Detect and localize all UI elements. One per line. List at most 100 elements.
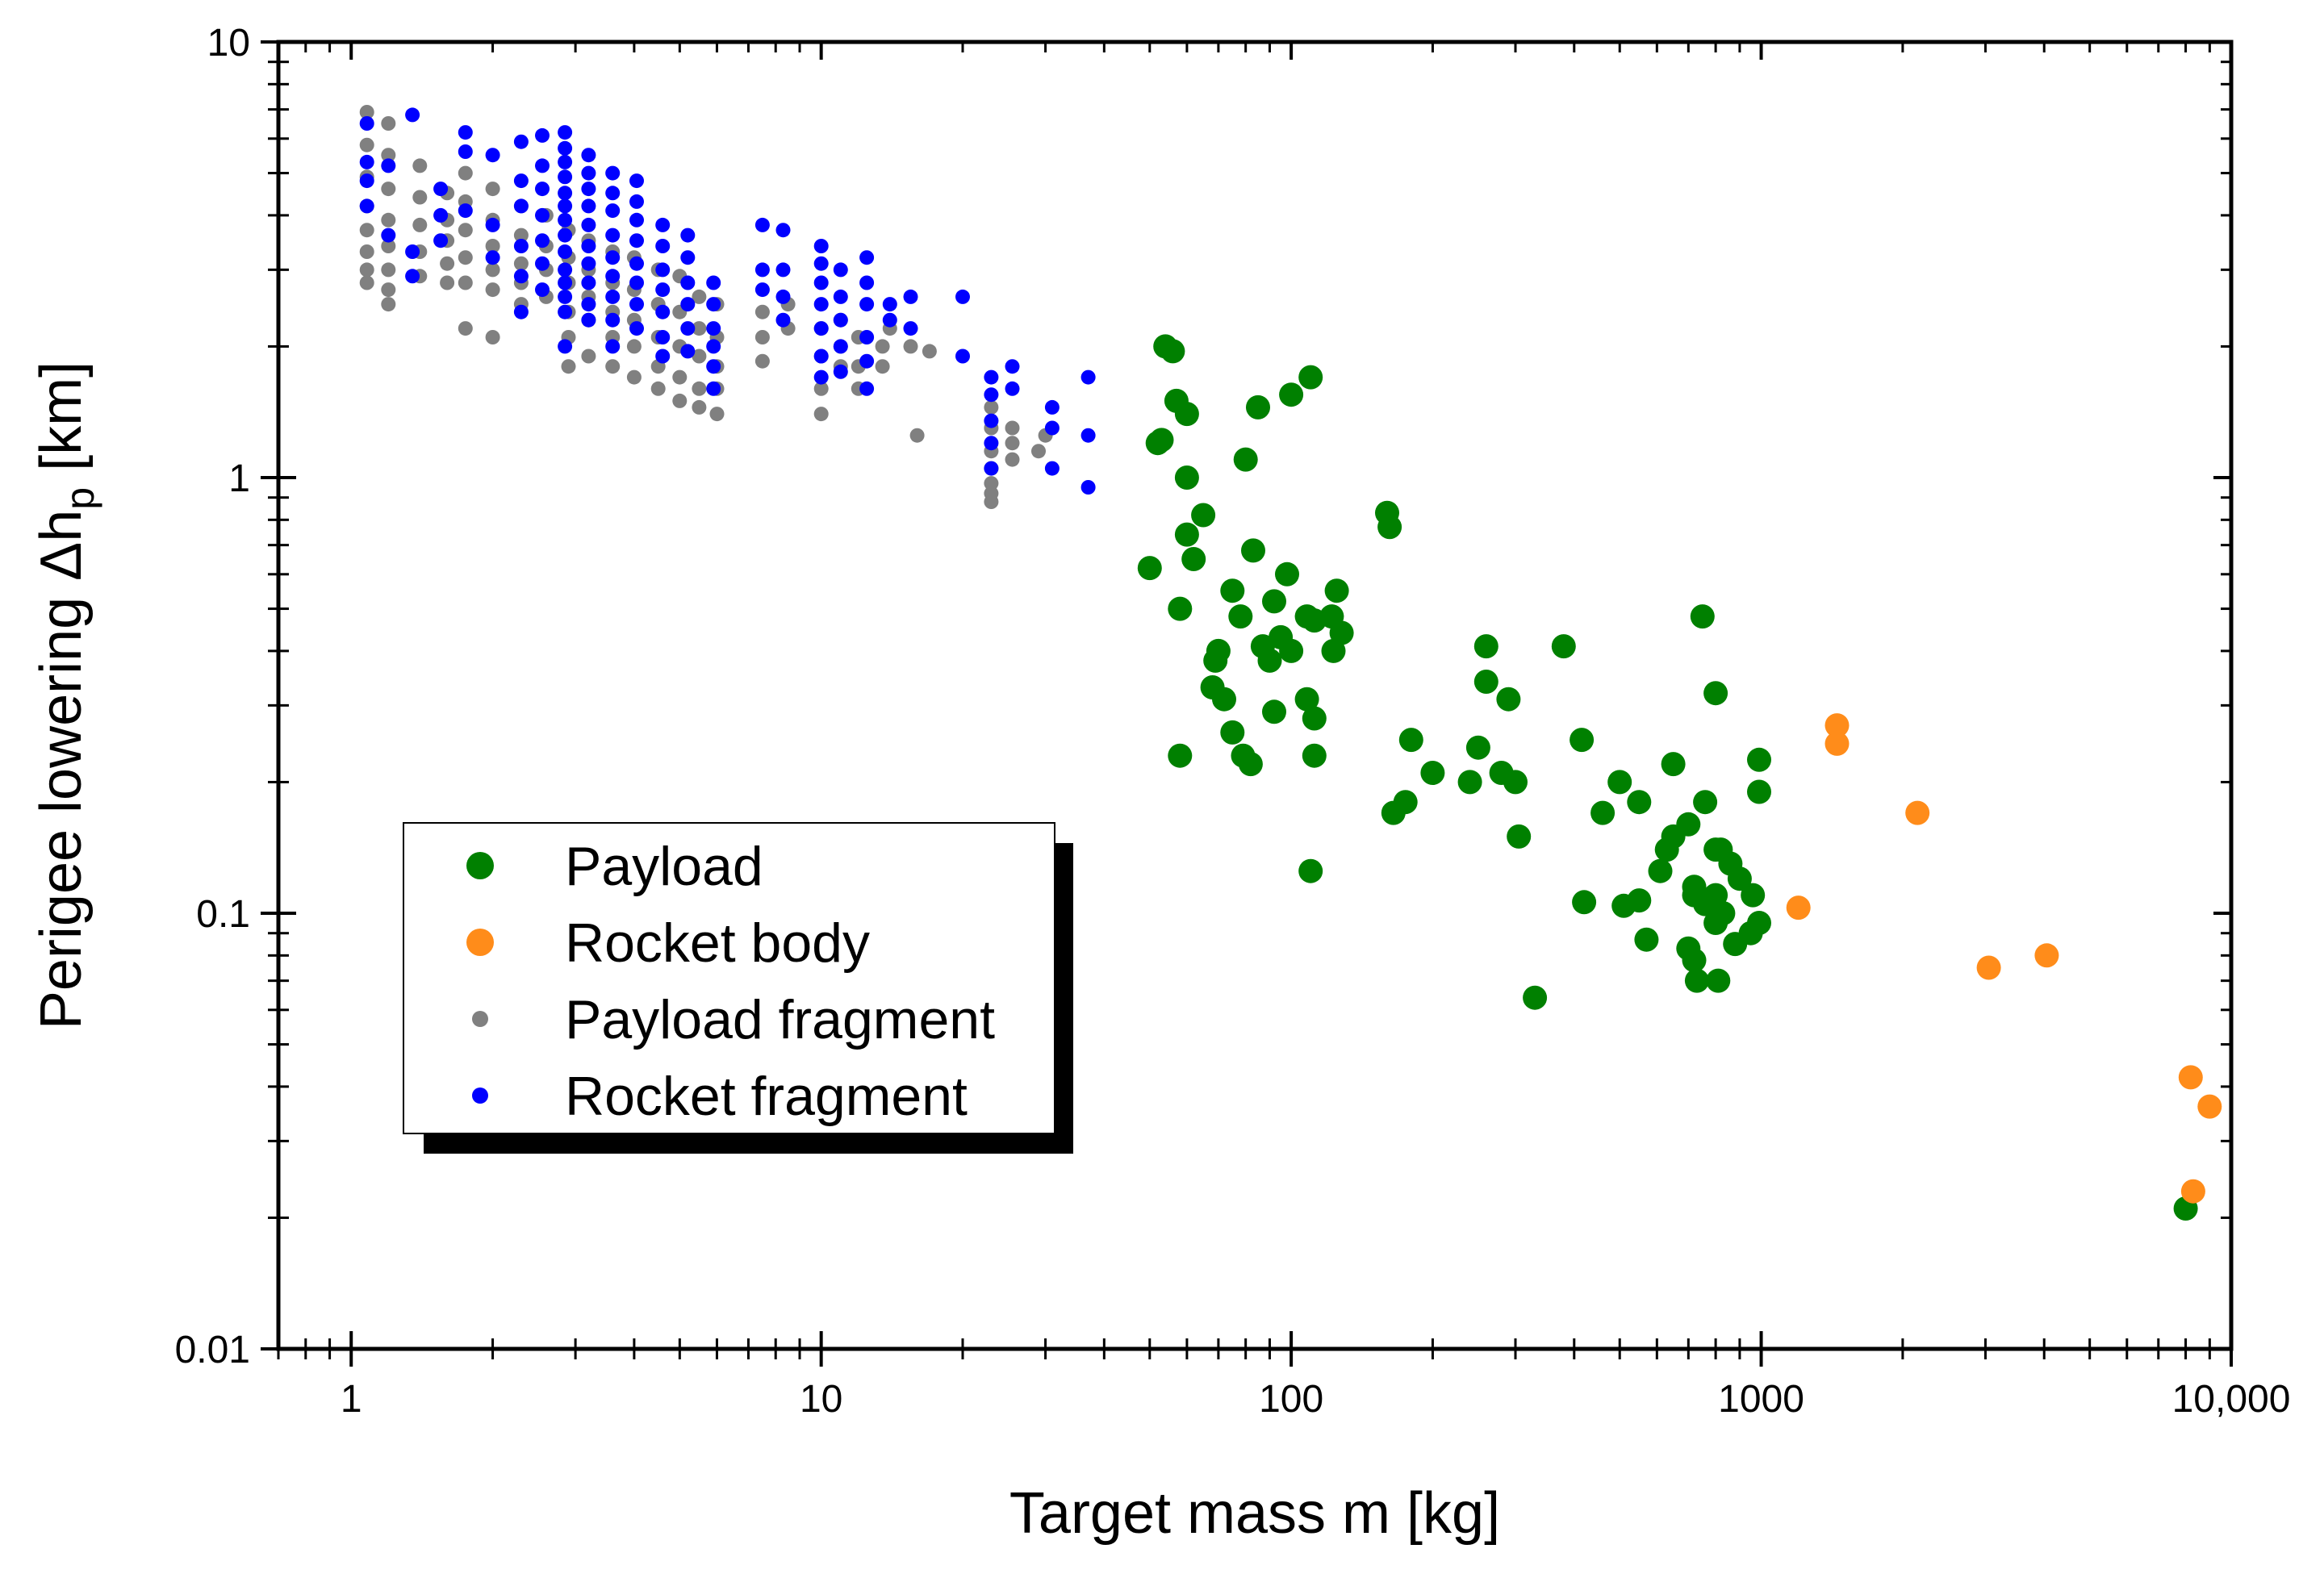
- point-payload-fragment: [875, 339, 890, 354]
- point-rocket-fragment: [984, 387, 999, 403]
- point-payload: [1174, 402, 1199, 427]
- point-payload: [1168, 596, 1193, 621]
- point-rocket-fragment: [458, 144, 473, 159]
- point-payload-fragment: [1005, 420, 1020, 436]
- point-rocket-fragment: [558, 169, 573, 185]
- point-payload: [1551, 634, 1576, 659]
- point-rocket-fragment: [984, 436, 999, 451]
- point-payload: [1302, 743, 1327, 768]
- point-rocket-fragment: [984, 413, 999, 428]
- point-payload: [1233, 447, 1258, 472]
- point-rocket-fragment: [485, 250, 500, 265]
- point-payload: [1220, 578, 1245, 603]
- point-rocket-fragment: [513, 198, 529, 214]
- point-rocket-fragment: [680, 297, 696, 312]
- point-payload-fragment: [922, 344, 937, 359]
- point-payload-fragment: [754, 330, 770, 344]
- point-payload: [1203, 648, 1228, 673]
- point-rocket-fragment: [433, 207, 449, 223]
- legend-label-payload-fragment: Payload fragment: [565, 989, 995, 1050]
- point-payload: [1627, 790, 1652, 815]
- point-payload-fragment: [458, 275, 473, 290]
- point-rocket-fragment: [433, 233, 449, 248]
- point-payload-fragment: [626, 369, 642, 385]
- point-payload-fragment: [813, 381, 829, 396]
- point-payload: [1220, 720, 1245, 745]
- point-payload-fragment: [984, 495, 999, 509]
- point-payload-fragment: [1005, 436, 1020, 451]
- point-rocket-fragment: [581, 182, 596, 197]
- point-rocket-fragment: [558, 212, 573, 228]
- point-rocket-fragment: [859, 275, 875, 290]
- point-rocket-fragment: [405, 107, 420, 123]
- point-payload: [1145, 431, 1170, 456]
- y-axis-label: Perigee lowering Δhp [km]: [29, 361, 102, 1029]
- point-payload-fragment: [485, 262, 500, 278]
- point-payload-fragment: [650, 381, 666, 396]
- point-payload: [1420, 761, 1445, 785]
- point-payload-fragment: [672, 393, 688, 408]
- point-rocket-fragment: [813, 275, 829, 290]
- series-payload-fragment: [359, 105, 1053, 509]
- point-rocket-fragment: [605, 203, 621, 219]
- point-rocket-fragment: [513, 134, 529, 149]
- point-payload: [1693, 790, 1718, 815]
- point-rocket-fragment: [581, 148, 596, 163]
- y-tick-label: 0.1: [196, 893, 250, 936]
- data-points: [359, 105, 2222, 1221]
- point-payload-fragment: [359, 137, 374, 152]
- point-rocket-fragment: [581, 239, 596, 253]
- point-payload: [1457, 770, 1482, 795]
- axis-tick-labels: 1 10 100 1000 10,000 0.01 0.1 1 10: [175, 22, 2291, 1421]
- point-payload: [1723, 932, 1748, 957]
- point-rocket-fragment: [485, 148, 500, 163]
- point-payload-fragment: [903, 339, 918, 354]
- legend-marker-payload: [466, 852, 494, 879]
- point-rocket-fragment: [833, 312, 848, 328]
- point-payload: [1279, 638, 1304, 663]
- point-rocket-fragment: [813, 321, 829, 336]
- point-rocket-fragment: [775, 312, 791, 328]
- point-payload: [1294, 687, 1319, 712]
- x-tick-label: 1: [341, 1378, 362, 1421]
- point-payload-fragment: [359, 223, 374, 238]
- point-rocket-fragment: [581, 297, 596, 312]
- point-rocket-fragment: [558, 244, 573, 259]
- point-rocket-fragment: [359, 154, 374, 169]
- point-payload: [1503, 770, 1528, 795]
- point-rocket-fragment: [381, 228, 396, 243]
- point-rocket-fragment: [833, 262, 848, 278]
- point-rocket-body: [2178, 1065, 2203, 1090]
- point-payload-fragment: [440, 256, 455, 271]
- point-rocket-fragment: [655, 262, 671, 278]
- point-payload: [1174, 522, 1199, 547]
- point-rocket-fragment: [629, 297, 644, 312]
- point-rocket-fragment: [581, 198, 596, 214]
- point-payload: [1507, 824, 1532, 849]
- point-payload-fragment: [440, 275, 455, 290]
- point-rocket-fragment: [558, 289, 573, 304]
- point-rocket-fragment: [706, 275, 721, 290]
- point-payload: [1279, 382, 1304, 407]
- point-rocket-fragment: [629, 256, 644, 271]
- point-rocket-body: [2197, 1094, 2222, 1119]
- point-payload-fragment: [692, 349, 707, 364]
- point-rocket-fragment: [513, 304, 529, 319]
- point-payload-fragment: [692, 289, 707, 304]
- y-tick-label: 0.01: [175, 1329, 250, 1371]
- point-rocket-fragment: [903, 289, 918, 304]
- point-rocket-fragment: [513, 239, 529, 253]
- point-payload-fragment: [581, 349, 596, 364]
- point-rocket-fragment: [680, 228, 696, 243]
- point-payload: [1747, 747, 1771, 772]
- point-payload-fragment: [381, 239, 396, 253]
- legend: Payload Rocket body Payload fragment Rocket…: [403, 822, 1073, 1154]
- point-rocket-fragment: [655, 217, 671, 232]
- point-rocket-fragment: [535, 207, 550, 223]
- point-rocket-fragment: [859, 250, 875, 265]
- x-tick-label: 1000: [1718, 1378, 1804, 1421]
- point-payload: [1570, 728, 1595, 753]
- point-payload: [1262, 699, 1286, 724]
- point-payload-fragment: [359, 244, 374, 259]
- point-rocket-fragment: [605, 312, 621, 328]
